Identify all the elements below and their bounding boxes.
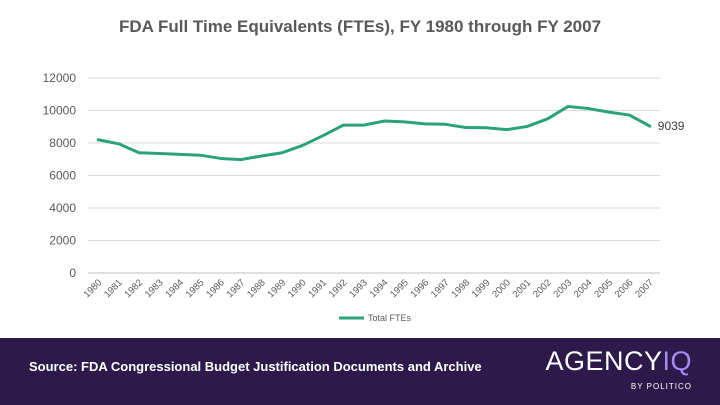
y-axis-ticks: 0 2000 4000 6000 8000 10000 12000 xyxy=(43,71,77,280)
series-line-total-ftes xyxy=(96,104,652,162)
x-tick-label: 1998 xyxy=(449,277,472,300)
y-tick-label: 0 xyxy=(69,266,76,280)
series-layer xyxy=(96,104,652,162)
x-tick-label: 1983 xyxy=(143,277,166,300)
gridlines xyxy=(88,77,660,274)
x-tick-label: 1980 xyxy=(82,277,105,300)
x-tick-label: 1993 xyxy=(347,277,370,300)
chart: FDA Full Time Equivalents (FTEs), FY 198… xyxy=(43,17,685,323)
x-tick-label: 2004 xyxy=(572,277,595,300)
x-tick-label: 1982 xyxy=(122,277,145,300)
x-tick-label: 1992 xyxy=(327,277,350,300)
x-tick-label: 1985 xyxy=(184,277,207,300)
brand-subtitle: BY POLITICO xyxy=(630,382,692,391)
chart-title: FDA Full Time Equivalents (FTEs), FY 198… xyxy=(119,17,601,36)
x-tick-label: 2001 xyxy=(511,277,534,300)
x-tick-label: 1984 xyxy=(163,277,186,300)
x-tick-label: 1989 xyxy=(265,277,288,300)
end-value-label: 9039 xyxy=(658,119,685,133)
y-tick-label: 12000 xyxy=(43,71,77,85)
x-tick-label: 2002 xyxy=(531,277,554,300)
brand-logo: AGENCYIQ BY POLITICO xyxy=(545,346,692,391)
x-tick-label: 1994 xyxy=(368,277,391,300)
x-axis-ticks: 1980198119821983198419851986198719881989… xyxy=(82,277,656,300)
legend: Total FTEs xyxy=(339,313,412,323)
x-tick-label: 2007 xyxy=(633,277,656,300)
y-tick-label: 4000 xyxy=(49,201,76,215)
x-tick-label: 1997 xyxy=(429,277,452,300)
brand-wordmark: AGENCYIQ xyxy=(545,346,692,376)
x-tick-label: 1986 xyxy=(204,277,227,300)
brand-accent-text: IQ xyxy=(662,346,692,376)
x-tick-label: 1981 xyxy=(102,277,125,300)
y-tick-label: 2000 xyxy=(49,234,76,248)
x-tick-label: 1987 xyxy=(225,277,248,300)
footer-bar: Source: FDA Congressional Budget Justifi… xyxy=(0,338,720,405)
legend-label: Total FTEs xyxy=(368,313,412,323)
x-tick-label: 1990 xyxy=(286,277,309,300)
y-tick-label: 8000 xyxy=(49,136,76,150)
x-tick-label: 2000 xyxy=(490,277,513,300)
source-note: Source: FDA Congressional Budget Justifi… xyxy=(29,359,482,374)
x-tick-label: 1991 xyxy=(306,277,329,300)
x-tick-label: 2005 xyxy=(592,277,615,300)
x-tick-label: 1999 xyxy=(470,277,493,300)
x-tick-label: 2003 xyxy=(551,277,574,300)
brand-main-text: AGENCY xyxy=(545,346,663,376)
x-tick-label: 1988 xyxy=(245,277,268,300)
y-tick-label: 6000 xyxy=(49,169,76,183)
y-tick-label: 10000 xyxy=(43,104,77,118)
x-tick-label: 1995 xyxy=(388,277,411,300)
x-tick-label: 1996 xyxy=(408,277,431,300)
x-tick-label: 2006 xyxy=(613,277,636,300)
